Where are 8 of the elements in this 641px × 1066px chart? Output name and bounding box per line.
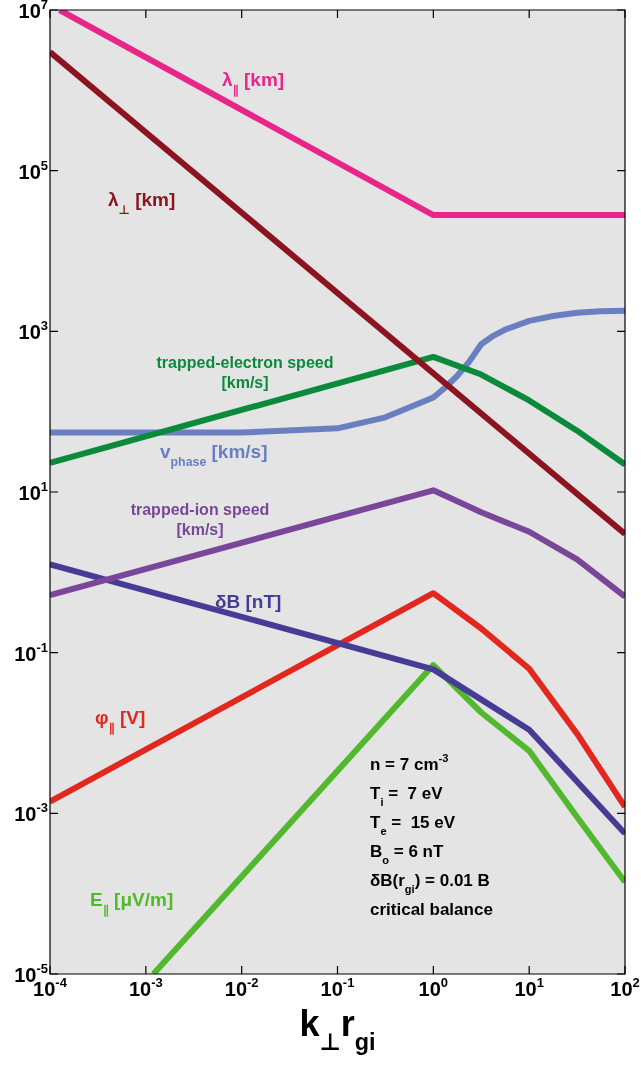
series-label: φ∥ [V]: [95, 707, 146, 735]
series-label: λ∥ [km]: [222, 69, 285, 97]
series-label: δB [nT]: [215, 591, 282, 612]
series-label: trapped-ion speed [km/s]: [130, 501, 270, 538]
annotation: critical balance: [370, 900, 493, 919]
series-label: E∥ [μV/m]: [90, 889, 174, 917]
series-label: λ⊥ [km]: [108, 189, 176, 217]
series-label: trapped-electron speed [km/s]: [156, 354, 334, 391]
